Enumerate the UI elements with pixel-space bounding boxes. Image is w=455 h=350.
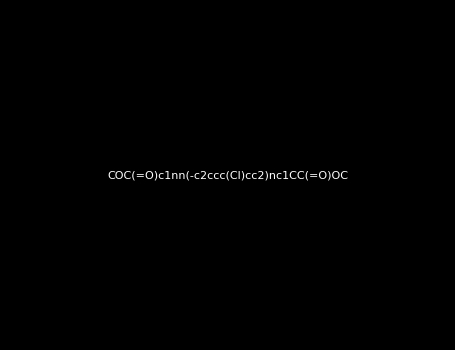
Text: COC(=O)c1nn(-c2ccc(Cl)cc2)nc1CC(=O)OC: COC(=O)c1nn(-c2ccc(Cl)cc2)nc1CC(=O)OC: [107, 170, 348, 180]
